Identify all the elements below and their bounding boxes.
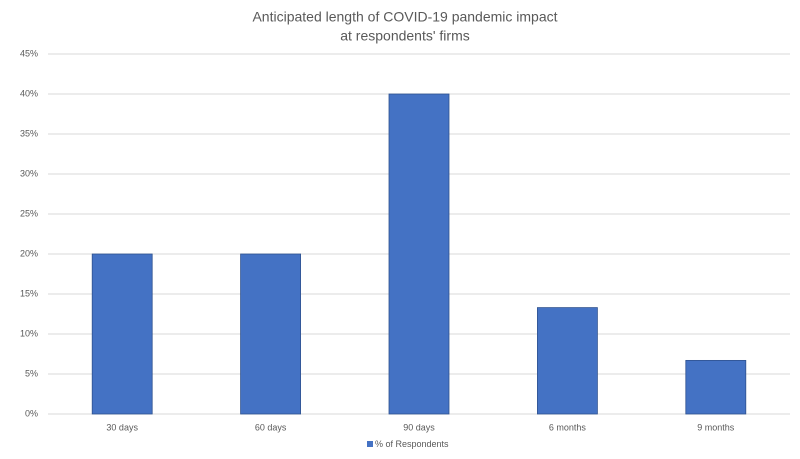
bar bbox=[240, 253, 302, 415]
y-tick-label: 10% bbox=[20, 328, 38, 338]
y-tick-label: 40% bbox=[20, 88, 38, 98]
x-tick-label: 60 days bbox=[255, 422, 287, 432]
bar bbox=[537, 307, 598, 415]
x-tick-label: 9 months bbox=[697, 422, 735, 432]
y-tick-label: 30% bbox=[20, 168, 38, 178]
legend-swatch bbox=[367, 441, 373, 447]
y-tick-label: 15% bbox=[20, 288, 38, 298]
x-tick-label: 30 days bbox=[106, 422, 138, 432]
bar bbox=[685, 359, 747, 415]
x-tick-label: 90 days bbox=[403, 422, 435, 432]
x-tick-label: 6 months bbox=[549, 422, 587, 432]
y-tick-label: 20% bbox=[20, 248, 38, 258]
y-tick-label: 0% bbox=[25, 408, 38, 418]
bar bbox=[91, 253, 153, 415]
legend-label: % of Respondents bbox=[375, 439, 449, 449]
chart-title: at respondents' firms bbox=[340, 28, 470, 44]
bar bbox=[388, 93, 450, 415]
chart-title: Anticipated length of COVID-19 pandemic … bbox=[252, 9, 557, 25]
y-tick-label: 5% bbox=[25, 368, 38, 378]
y-tick-label: 45% bbox=[20, 48, 38, 58]
y-tick-label: 35% bbox=[20, 128, 38, 138]
y-tick-label: 25% bbox=[20, 208, 38, 218]
